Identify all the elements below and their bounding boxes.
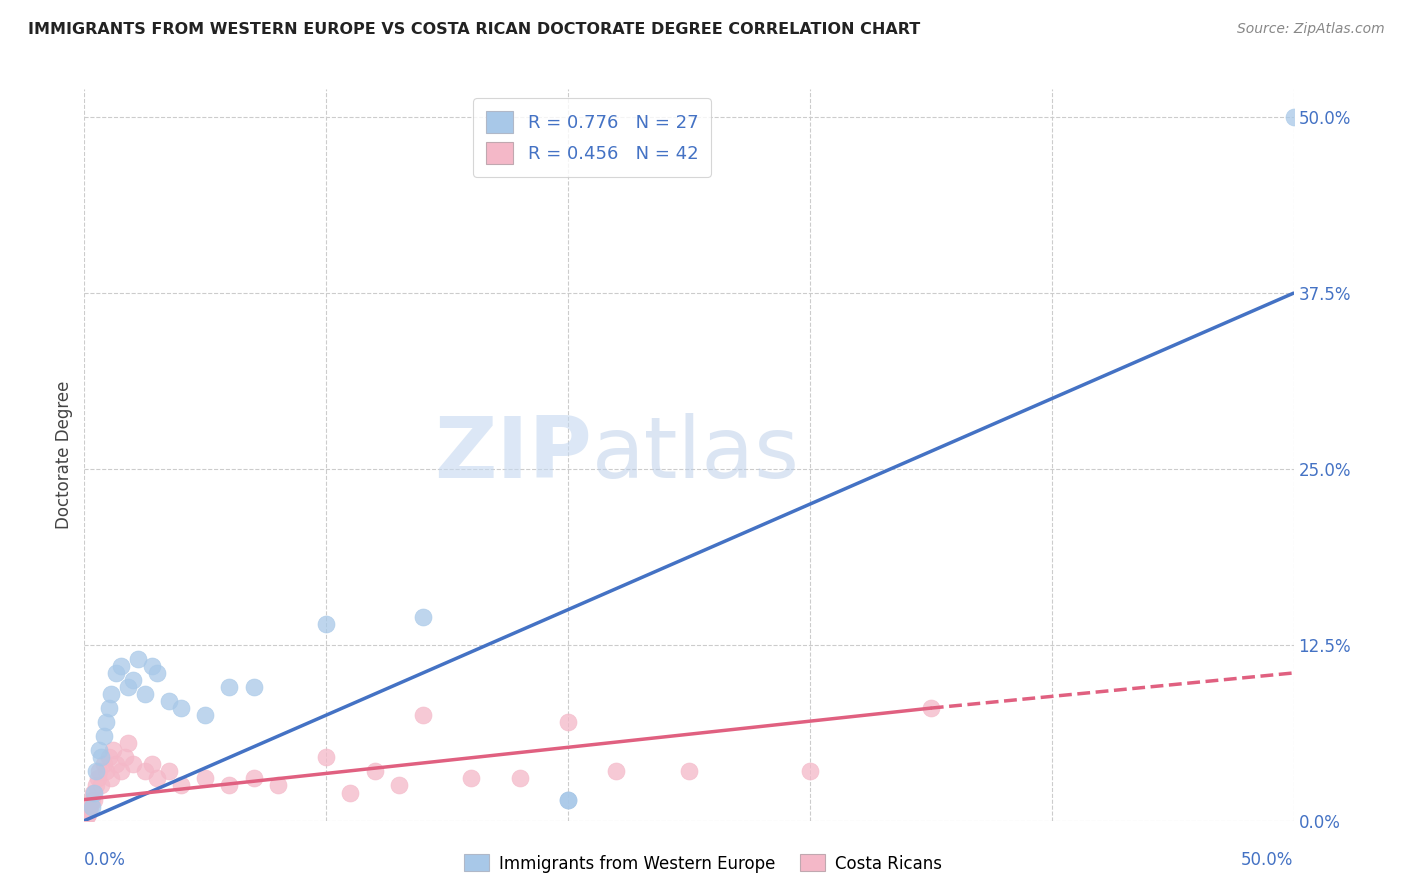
- Point: [100, 772, 122, 786]
- Text: ZIP: ZIP: [434, 413, 592, 497]
- Point: [678, 764, 700, 779]
- Point: [460, 772, 482, 786]
- Text: 50.0%: 50.0%: [1241, 851, 1294, 869]
- Point: [117, 680, 139, 694]
- Point: [146, 772, 169, 786]
- Point: [388, 779, 411, 793]
- Point: [134, 764, 156, 779]
- Point: [86, 764, 108, 779]
- Y-axis label: Doctorate Degree: Doctorate Degree: [55, 381, 73, 529]
- Point: [146, 665, 169, 680]
- Point: [509, 772, 531, 786]
- Point: [110, 659, 132, 673]
- Point: [114, 750, 136, 764]
- Point: [194, 772, 217, 786]
- Point: [97, 750, 120, 764]
- Point: [94, 715, 117, 730]
- Point: [170, 701, 193, 715]
- Point: [363, 764, 385, 779]
- Point: [605, 764, 627, 779]
- Point: [1282, 111, 1305, 125]
- Point: [90, 779, 112, 793]
- Point: [117, 736, 139, 750]
- Point: [90, 750, 112, 764]
- Text: 0.0%: 0.0%: [84, 851, 127, 869]
- Point: [339, 785, 361, 799]
- Point: [77, 802, 100, 816]
- Point: [242, 772, 264, 786]
- Point: [93, 729, 115, 743]
- Point: [110, 764, 132, 779]
- Point: [93, 757, 115, 772]
- Point: [557, 792, 579, 806]
- Point: [267, 779, 290, 793]
- Point: [100, 687, 122, 701]
- Point: [121, 673, 143, 687]
- Point: [134, 687, 156, 701]
- Point: [920, 701, 942, 715]
- Point: [79, 799, 101, 814]
- Point: [127, 652, 149, 666]
- Point: [77, 806, 100, 821]
- Point: [103, 743, 125, 757]
- Point: [315, 616, 337, 631]
- Point: [315, 750, 337, 764]
- Text: Source: ZipAtlas.com: Source: ZipAtlas.com: [1237, 22, 1385, 37]
- Text: IMMIGRANTS FROM WESTERN EUROPE VS COSTA RICAN DOCTORATE DEGREE CORRELATION CHART: IMMIGRANTS FROM WESTERN EUROPE VS COSTA …: [28, 22, 921, 37]
- Point: [97, 701, 120, 715]
- Point: [218, 680, 240, 694]
- Point: [83, 792, 105, 806]
- Point: [86, 779, 108, 793]
- Point: [141, 757, 163, 772]
- Point: [557, 792, 579, 806]
- Point: [80, 799, 103, 814]
- Text: atlas: atlas: [592, 413, 800, 497]
- Point: [104, 757, 127, 772]
- Point: [94, 764, 117, 779]
- Point: [242, 680, 264, 694]
- Legend: Immigrants from Western Europe, Costa Ricans: Immigrants from Western Europe, Costa Ri…: [457, 847, 949, 880]
- Point: [412, 708, 434, 723]
- Point: [194, 708, 217, 723]
- Point: [82, 785, 104, 799]
- Point: [83, 785, 105, 799]
- Legend: R = 0.776   N = 27, R = 0.456   N = 42: R = 0.776 N = 27, R = 0.456 N = 42: [474, 98, 711, 177]
- Point: [76, 809, 98, 823]
- Point: [121, 757, 143, 772]
- Point: [86, 772, 108, 786]
- Point: [80, 792, 103, 806]
- Point: [557, 715, 579, 730]
- Point: [87, 764, 110, 779]
- Point: [157, 764, 180, 779]
- Point: [157, 694, 180, 708]
- Point: [218, 779, 240, 793]
- Point: [104, 665, 127, 680]
- Point: [412, 609, 434, 624]
- Point: [141, 659, 163, 673]
- Point: [87, 743, 110, 757]
- Point: [170, 779, 193, 793]
- Point: [799, 764, 821, 779]
